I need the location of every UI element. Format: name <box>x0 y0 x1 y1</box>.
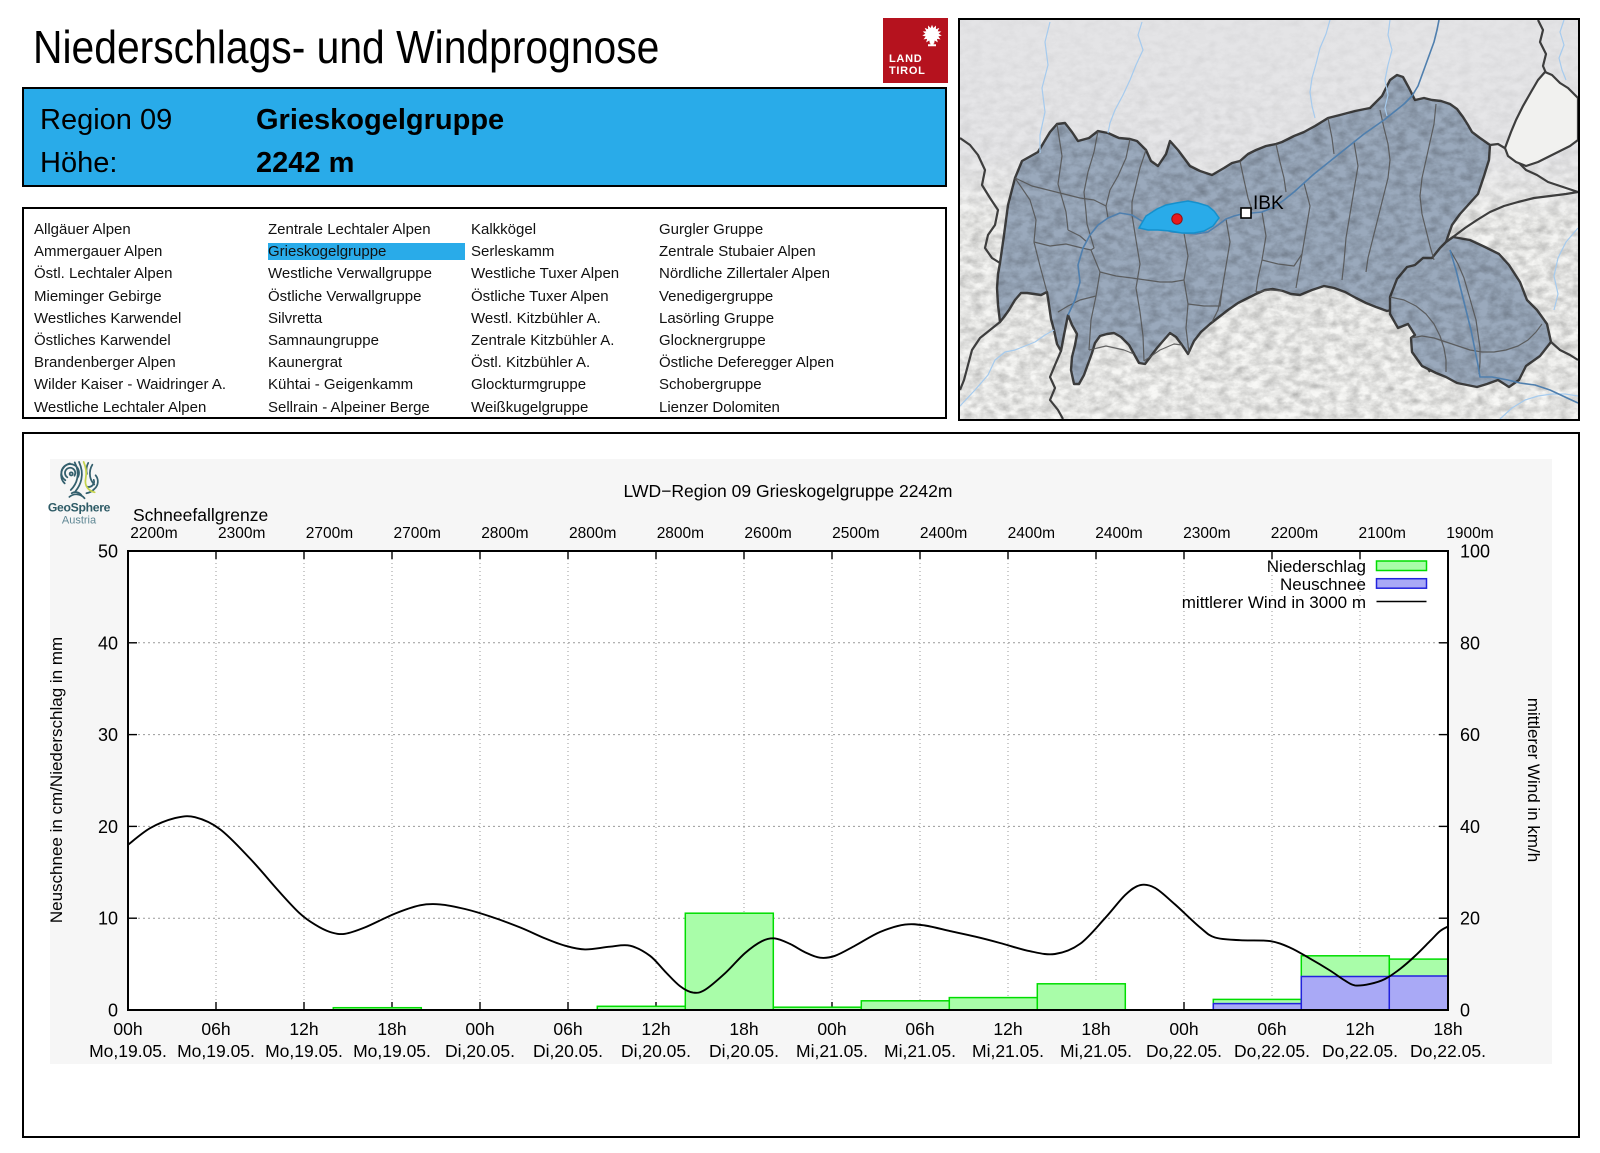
svg-text:12h: 12h <box>641 1019 670 1039</box>
svg-text:06h: 06h <box>905 1019 934 1039</box>
svg-text:12h: 12h <box>1345 1019 1374 1039</box>
svg-text:Mo,19.05.: Mo,19.05. <box>265 1041 343 1061</box>
svg-text:Mo,19.05.: Mo,19.05. <box>89 1041 167 1061</box>
svg-text:Schneefallgrenze: Schneefallgrenze <box>133 505 268 525</box>
svg-text:Neuschnee in cm/Niederschlag i: Neuschnee in cm/Niederschlag in mm <box>47 637 66 923</box>
svg-text:mittlerer Wind in km/h: mittlerer Wind in km/h <box>1524 698 1543 862</box>
svg-text:18h: 18h <box>1081 1019 1110 1039</box>
svg-text:2100m: 2100m <box>1358 525 1405 542</box>
svg-text:100: 100 <box>1460 542 1490 562</box>
svg-text:40: 40 <box>1460 817 1480 837</box>
svg-text:Mo,19.05.: Mo,19.05. <box>353 1041 431 1061</box>
svg-text:30: 30 <box>98 725 118 745</box>
svg-text:20: 20 <box>1460 909 1480 929</box>
svg-text:Mo,19.05.: Mo,19.05. <box>177 1041 255 1061</box>
svg-text:2800m: 2800m <box>481 525 528 542</box>
svg-text:2400m: 2400m <box>920 525 967 542</box>
svg-text:IBK: IBK <box>1253 193 1284 214</box>
svg-text:2200m: 2200m <box>130 525 177 542</box>
svg-text:06h: 06h <box>553 1019 582 1039</box>
svg-text:0: 0 <box>1460 1001 1470 1021</box>
svg-text:Niederschlag: Niederschlag <box>1267 557 1366 576</box>
svg-text:12h: 12h <box>993 1019 1022 1039</box>
svg-text:Do,22.05.: Do,22.05. <box>1234 1041 1310 1061</box>
svg-text:GeoSphere: GeoSphere <box>48 501 111 515</box>
svg-text:Do,22.05.: Do,22.05. <box>1322 1041 1398 1061</box>
svg-text:1900m: 1900m <box>1446 525 1493 542</box>
svg-text:18h: 18h <box>377 1019 406 1039</box>
svg-text:Di,20.05.: Di,20.05. <box>621 1041 691 1061</box>
svg-text:Do,22.05.: Do,22.05. <box>1146 1041 1222 1061</box>
svg-text:Mi,21.05.: Mi,21.05. <box>884 1041 956 1061</box>
svg-text:18h: 18h <box>729 1019 758 1039</box>
svg-text:Neuschnee: Neuschnee <box>1280 575 1366 594</box>
svg-text:2500m: 2500m <box>832 525 879 542</box>
svg-text:60: 60 <box>1460 725 1480 745</box>
svg-text:2800m: 2800m <box>569 525 616 542</box>
svg-text:18h: 18h <box>1433 1019 1462 1039</box>
svg-text:10: 10 <box>98 909 118 929</box>
svg-text:50: 50 <box>98 542 118 562</box>
svg-text:00h: 00h <box>817 1019 846 1039</box>
svg-text:2200m: 2200m <box>1271 525 1318 542</box>
svg-text:LWD−Region 09 Grieskogelgruppe: LWD−Region 09 Grieskogelgruppe 2242m <box>624 481 953 501</box>
svg-text:2400m: 2400m <box>1095 525 1142 542</box>
svg-text:Mi,21.05.: Mi,21.05. <box>796 1041 868 1061</box>
svg-text:2700m: 2700m <box>306 525 353 542</box>
svg-text:2300m: 2300m <box>1183 525 1230 542</box>
svg-text:mittlerer Wind in 3000 m: mittlerer Wind in 3000 m <box>1182 593 1366 612</box>
svg-text:06h: 06h <box>1257 1019 1286 1039</box>
svg-text:06h: 06h <box>201 1019 230 1039</box>
svg-text:Di,20.05.: Di,20.05. <box>445 1041 515 1061</box>
svg-text:40: 40 <box>98 633 118 653</box>
svg-text:Mi,21.05.: Mi,21.05. <box>1060 1041 1132 1061</box>
svg-text:80: 80 <box>1460 633 1480 653</box>
svg-text:Mi,21.05.: Mi,21.05. <box>972 1041 1044 1061</box>
svg-text:2600m: 2600m <box>744 525 791 542</box>
svg-text:Di,20.05.: Di,20.05. <box>709 1041 779 1061</box>
svg-text:Di,20.05.: Di,20.05. <box>533 1041 603 1061</box>
svg-text:20: 20 <box>98 817 118 837</box>
svg-text:12h: 12h <box>289 1019 318 1039</box>
svg-text:2400m: 2400m <box>1008 525 1055 542</box>
svg-text:00h: 00h <box>465 1019 494 1039</box>
svg-text:2300m: 2300m <box>218 525 265 542</box>
svg-text:Austria: Austria <box>62 515 97 527</box>
svg-text:2700m: 2700m <box>393 525 440 542</box>
svg-text:Do,22.05.: Do,22.05. <box>1410 1041 1486 1061</box>
svg-text:2800m: 2800m <box>657 525 704 542</box>
svg-text:00h: 00h <box>1169 1019 1198 1039</box>
svg-text:00h: 00h <box>113 1019 142 1039</box>
svg-text:0: 0 <box>108 1001 118 1021</box>
